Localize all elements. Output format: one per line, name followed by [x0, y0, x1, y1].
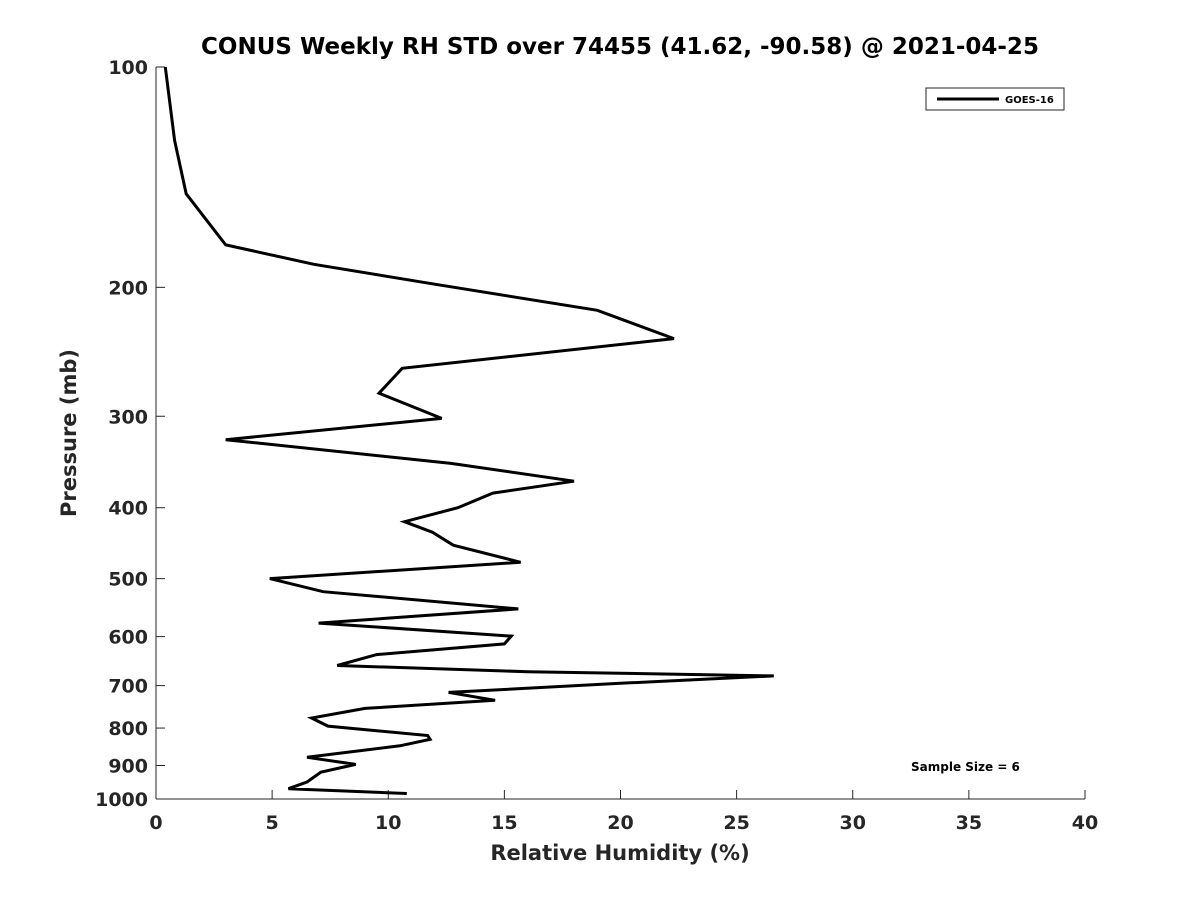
x-tick-label: 25 — [723, 812, 749, 834]
y-tick-label: 100 — [108, 57, 148, 79]
y-axis-label: Pressure (mb) — [57, 349, 81, 517]
y-tick-label: 400 — [108, 498, 148, 520]
x-tick-label: 10 — [375, 812, 401, 834]
x-tick-label: 35 — [956, 812, 982, 834]
chart-title: CONUS Weekly RH STD over 74455 (41.62, -… — [201, 34, 1039, 60]
sample-size-annotation: Sample Size = 6 — [911, 760, 1020, 774]
x-tick-label: 20 — [607, 812, 633, 834]
x-tick-label: 40 — [1072, 812, 1098, 834]
y-tick-label: 800 — [108, 718, 148, 740]
y-tick-label: 900 — [108, 756, 148, 778]
x-tick-label: 5 — [266, 812, 279, 834]
y-tick-label: 200 — [108, 277, 148, 299]
x-tick-label: 15 — [491, 812, 517, 834]
legend: GOES-16 — [925, 87, 1065, 111]
x-tick-label: 0 — [149, 812, 162, 834]
y-axis-ticks: 100 200 300 400 500 600 700 800 900 1000 — [95, 57, 165, 811]
plot-area: 0 5 10 15 20 25 30 35 40 100 200 300 400 500 600 700 80… — [95, 57, 1098, 834]
y-tick-label: 600 — [108, 627, 148, 649]
series-line-goes-16 — [163, 66, 774, 795]
x-axis-ticks: 0 5 10 15 20 25 30 35 40 — [149, 790, 1098, 834]
y-tick-label: 1000 — [95, 789, 148, 811]
legend-label-goes-16: GOES-16 — [1005, 95, 1054, 106]
x-axis-label: Relative Humidity (%) — [490, 841, 749, 865]
y-tick-label: 500 — [108, 569, 148, 591]
y-tick-label: 700 — [108, 676, 148, 698]
x-tick-label: 30 — [840, 812, 866, 834]
y-tick-label: 300 — [108, 406, 148, 428]
series-layer — [163, 66, 774, 795]
